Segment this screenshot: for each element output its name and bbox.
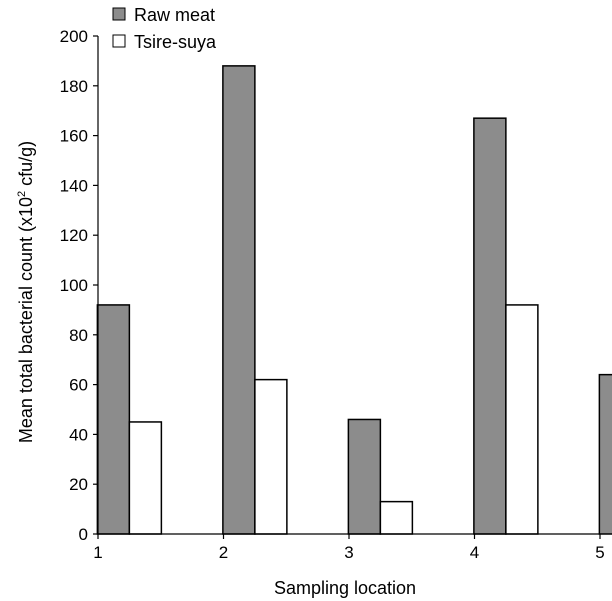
legend-swatch-raw-meat [112, 7, 126, 21]
legend-label-raw-meat: Raw meat [134, 5, 215, 25]
legend-swatch-tsire-suya [112, 34, 126, 48]
y-tick-label: 80 [69, 326, 88, 345]
legend: Raw meat Tsire-suya [112, 5, 217, 52]
y-tick-label: 0 [79, 525, 88, 544]
y-axis: 0 20 40 60 80 100 120 140 160 180 200 [60, 27, 99, 544]
y-tick-label: 140 [60, 176, 88, 195]
y-tick-label: 120 [60, 226, 88, 245]
x-tick-label: 3 [344, 543, 353, 562]
x-tick-label: 2 [219, 543, 228, 562]
y-tick-label: 180 [60, 77, 88, 96]
x-axis: 1 2 3 4 5 [93, 533, 605, 562]
y-axis-title-superscript: 2 [16, 191, 28, 197]
x-axis-title: Sampling location [274, 578, 416, 598]
x-tick-label: 1 [93, 543, 102, 562]
y-axis-title-main: Mean total bacterial count (x10 [16, 197, 36, 443]
bar-raw-meat-location-3 [347, 418, 382, 535]
bar-raw-meat-location-4 [473, 117, 507, 535]
x-tick-label: 5 [595, 543, 604, 562]
bar-raw-meat-location-1 [96, 304, 131, 535]
bars [96, 65, 612, 535]
y-tick-label: 60 [69, 376, 88, 395]
y-axis-title-suffix: cfu/g) [16, 141, 36, 191]
y-tick-label: 100 [60, 276, 88, 295]
y-tick-label: 40 [69, 425, 88, 444]
y-axis-title: Mean total bacterial count (x102 cfu/g) [16, 141, 36, 443]
bar-raw-meat-location-2 [222, 65, 256, 535]
y-tick-label: 160 [60, 127, 88, 146]
bar-tsire-suya-location-1 [128, 421, 163, 535]
y-tick-label: 20 [69, 475, 88, 494]
y-tick-label: 200 [60, 27, 88, 46]
bar-raw-meat-location-5 [598, 373, 612, 535]
x-tick-label: 4 [470, 543, 479, 562]
bar-tsire-suya-location-3 [379, 500, 414, 535]
bar-tsire-suya-location-2 [254, 378, 288, 535]
legend-label-tsire-suya: Tsire-suya [134, 32, 217, 52]
bar-tsire-suya-location-4 [505, 304, 539, 535]
